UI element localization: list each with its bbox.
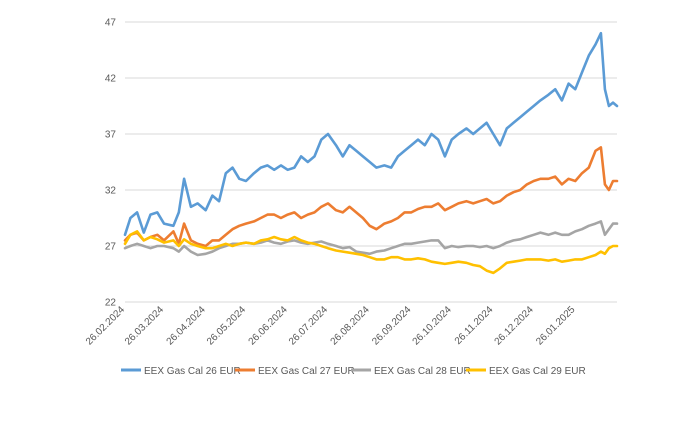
x-tick-label: 26.05.2024 — [205, 304, 248, 347]
x-tick-label: 26.07.2024 — [287, 304, 330, 347]
x-tick-label: 26.12.2024 — [493, 304, 536, 347]
x-axis-tick-labels: 26.02.202426.03.202426.04.202426.05.2024… — [84, 304, 578, 347]
y-tick-label: 32 — [105, 186, 117, 197]
legend-label: EEX Gas Cal 27 EUR — [258, 366, 355, 377]
y-tick-label: 47 — [105, 18, 117, 29]
series-line-1 — [123, 31, 619, 237]
series-lines — [123, 31, 619, 275]
legend-label: EEX Gas Cal 28 EUR — [374, 366, 471, 377]
legend-label: EEX Gas Cal 29 EUR — [489, 366, 586, 377]
legend-label: EEX Gas Cal 26 EUR — [144, 366, 241, 377]
series-line-3 — [123, 220, 619, 257]
x-tick-label: 26.08.2024 — [329, 304, 372, 347]
y-tick-label: 42 — [105, 74, 117, 85]
y-tick-label: 27 — [105, 242, 117, 253]
x-tick-label: 26.03.2024 — [123, 304, 166, 347]
x-tick-label: 26.04.2024 — [165, 304, 208, 347]
x-tick-label: 26.01.2025 — [534, 304, 577, 347]
series-line-4 — [123, 230, 619, 275]
x-tick-label: 26.06.2024 — [247, 304, 290, 347]
legend: EEX Gas Cal 26 EUR EEX Gas Cal 27 EUR EEX … — [121, 366, 586, 377]
x-tick-label: 26.11.2024 — [453, 304, 496, 347]
x-tick-label: 26.09.2024 — [370, 304, 413, 347]
series-line-2 — [123, 146, 619, 248]
y-axis-tick-labels: 22 27 32 37 42 47 — [105, 18, 117, 309]
y-tick-label: 37 — [105, 130, 117, 141]
x-tick-label: 26.10.2024 — [411, 304, 454, 347]
x-tick-label: 26.02.2024 — [84, 304, 127, 347]
y-tick-label: 22 — [105, 298, 117, 309]
